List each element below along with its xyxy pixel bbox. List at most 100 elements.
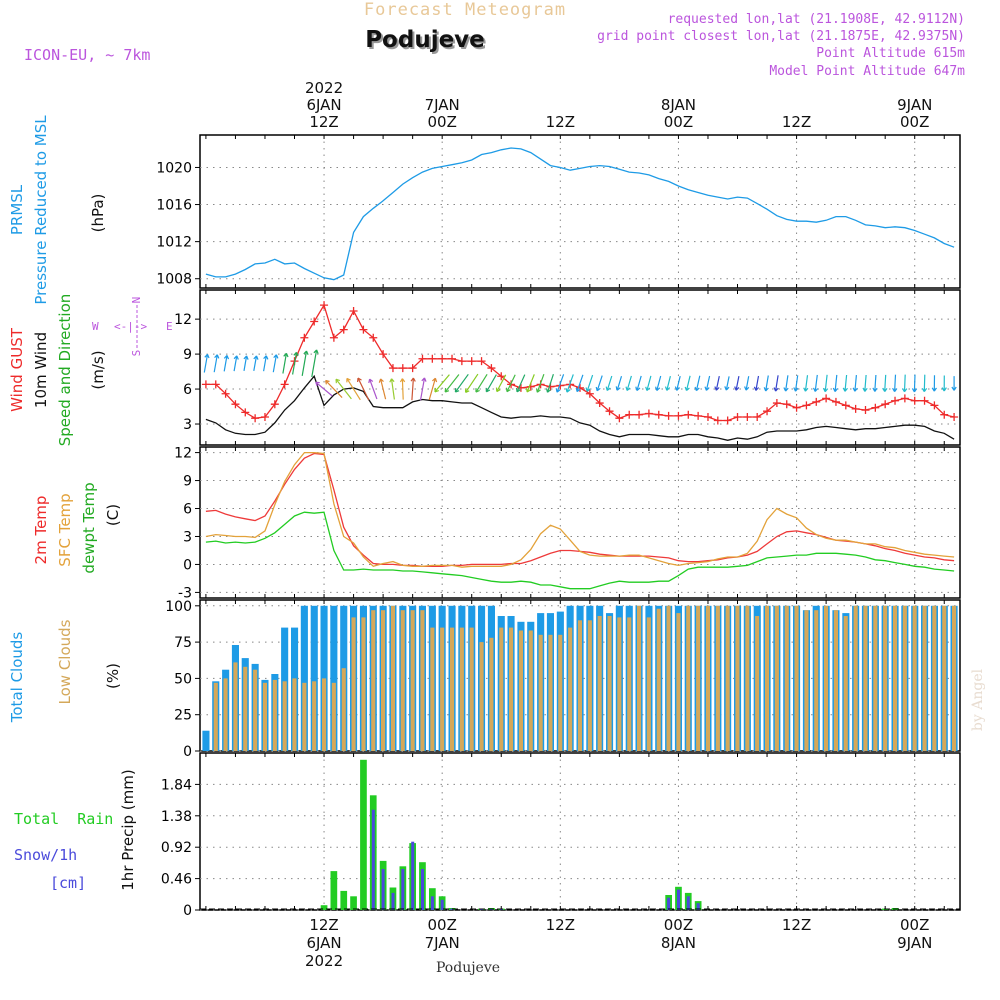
gust-marker [871,403,880,412]
wind-arrow [941,375,947,392]
wind-arrow [233,355,239,372]
gust-marker [438,354,447,363]
wind-arrow [931,375,937,392]
wind-arrow [282,352,289,374]
gust-marker [684,410,693,419]
wind-arrow [301,350,309,377]
gust-marker [644,409,653,418]
series-line-10m-wind [205,374,955,441]
low-cloud-bar [607,616,612,751]
y-tick-label: 9 [183,474,192,490]
wind-arrow [485,374,497,393]
rain-bar [320,905,328,910]
gust-marker [310,317,319,326]
y-tick-label: -3 [178,585,192,601]
wind-arrow [655,375,662,391]
forecast-title: Forecast Meteogram [364,0,566,20]
panel-frame-1 [199,134,961,289]
low-cloud-bar [853,605,858,751]
wind-arrow [454,373,469,393]
snow-bar [440,899,444,910]
low-cloud-bar [597,616,602,751]
low-cloud-bar [371,610,376,751]
gust-marker [891,396,900,405]
info-line-3: Point Altitude 615m [816,46,965,61]
wind-arrow [292,351,299,375]
wind-arrow [694,375,701,392]
wind-arrow [605,375,613,391]
panel2-labels: Wind GUST 10m Wind Speed and Direction (… [8,294,173,447]
gust-marker [900,394,909,403]
low-cloud-bar [518,630,523,751]
low-cloud-bar [794,605,799,751]
wind-arrow [832,374,839,392]
y-tick-label: 1012 [156,235,192,251]
y-tick-label: 6 [183,382,192,398]
y-tick-label: 12 [174,446,192,462]
top-time-label: 12Z [546,113,575,131]
wind-arrow [505,374,516,393]
wind-arrow [783,375,789,392]
low-cloud-bar [253,669,258,751]
low-cloud-bar [735,605,740,751]
wind-arrow [812,374,819,392]
gust-label: Wind GUST [8,327,26,412]
wind-arrow [565,374,574,393]
low-cloud-bar [459,627,464,751]
low-cloud-bar [745,605,750,751]
rain-bar [360,759,367,910]
gust-marker [211,380,220,389]
low-cloud-bar [390,605,395,751]
gust-marker [408,364,417,373]
bottom-time-label: 7JAN [425,934,460,952]
low-cloud-bar [440,627,445,751]
low-cloud-bar [873,605,878,751]
y-tick-label: 1020 [156,160,192,176]
y-tick-label: 3 [183,417,192,433]
wind-arrow [378,378,387,400]
wind-arrow [346,377,361,401]
low-cloud-bar [627,617,632,751]
wind-arrow [535,373,545,393]
low-cloud-bar [883,605,888,751]
gust-marker [694,411,703,420]
gust-marker [950,413,959,422]
low-cloud-bar [400,610,405,751]
y-tick-label: 1008 [156,272,192,288]
low-cloud-bar [656,608,661,751]
wind-arrow [515,374,526,393]
gust-marker [270,400,279,409]
gust-marker [841,401,850,410]
gust-marker [201,380,210,389]
rain-bar [340,890,348,910]
svg-text:<-|->: <-|-> [114,320,147,333]
wind-arrow [213,354,220,373]
svg-text:E: E [166,320,173,333]
wind-arrow [419,377,427,401]
low-cloud-bar [952,605,957,751]
low-cloud-bar [804,610,809,751]
wind-arrow [389,378,395,400]
gust-marker [763,407,772,416]
gust-marker [418,354,427,363]
top-time-label: 2022 [305,79,343,97]
low-cloud-bar [243,666,248,751]
gust-marker [743,413,752,422]
low-cloud-bar [715,605,720,751]
gust-marker [831,397,840,406]
footer-location: Podujeve [436,960,500,976]
bottom-time-label: 12Z [782,916,811,934]
low-cloud-bar [833,610,838,751]
low-cloud-bar [814,610,819,751]
gust-marker [487,364,496,373]
gust-marker [802,401,811,410]
low-cloud-bar [331,682,336,751]
low-cloud-bar [509,627,514,751]
low-cloud-bar [637,605,642,751]
wind-arrow [253,355,259,372]
low-cloud-bar [863,605,868,751]
wind-arrow [335,378,352,400]
gust-marker [772,399,781,408]
total-cloud-bar [330,605,338,751]
